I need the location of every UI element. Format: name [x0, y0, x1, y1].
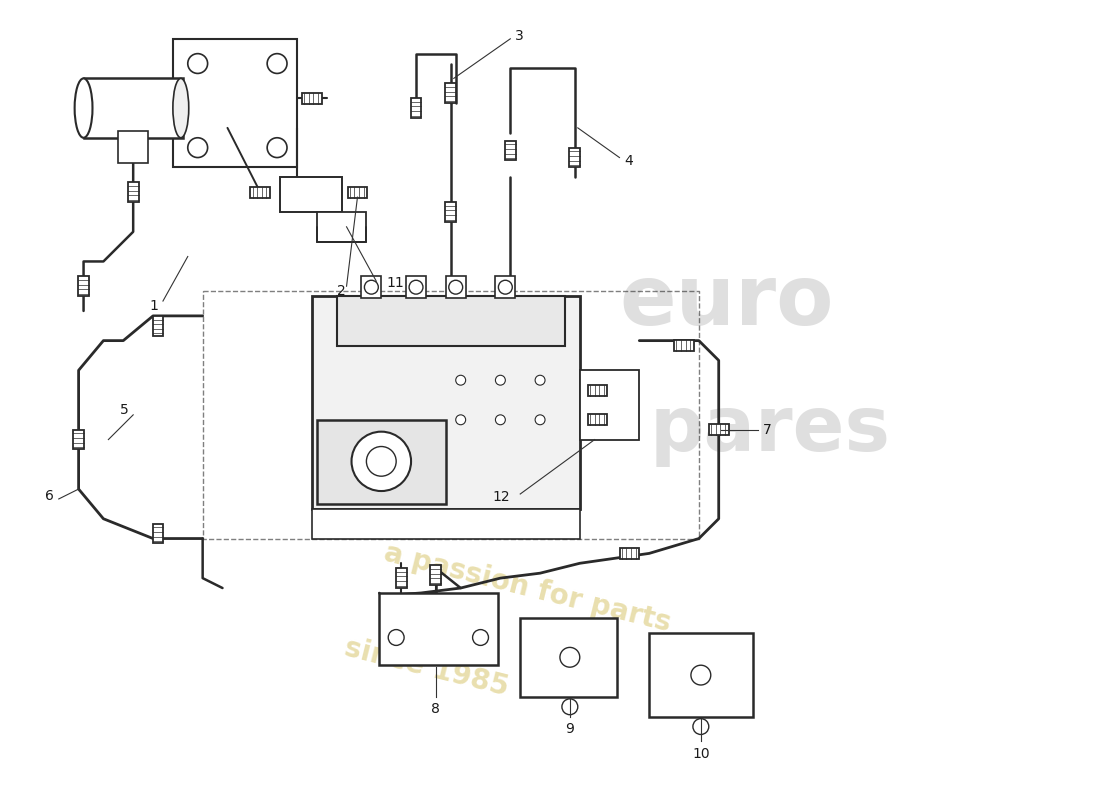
Bar	[406, 276, 426, 298]
Circle shape	[188, 138, 208, 158]
Circle shape	[693, 718, 708, 734]
Bar	[379, 593, 498, 666]
Bar	[396, 568, 407, 588]
Text: pares: pares	[649, 393, 890, 466]
Text: 9: 9	[565, 722, 574, 735]
Bar	[128, 182, 139, 202]
Circle shape	[352, 432, 411, 491]
Bar	[84, 78, 183, 138]
Circle shape	[364, 280, 378, 294]
Bar	[153, 316, 164, 335]
Bar	[362, 276, 382, 298]
Bar	[251, 186, 270, 198]
Bar	[173, 39, 297, 167]
Bar	[580, 370, 639, 439]
Bar	[317, 420, 446, 504]
Circle shape	[366, 446, 396, 476]
Text: 3: 3	[515, 29, 524, 43]
Bar	[119, 131, 148, 162]
Bar	[649, 633, 754, 717]
Circle shape	[409, 280, 424, 294]
Circle shape	[388, 630, 404, 646]
Bar	[446, 83, 456, 103]
Bar	[619, 548, 639, 559]
Bar	[587, 414, 607, 426]
Circle shape	[473, 630, 488, 646]
Circle shape	[535, 375, 544, 385]
Text: 7: 7	[763, 422, 772, 437]
Bar	[348, 186, 367, 198]
Circle shape	[455, 415, 465, 425]
Circle shape	[267, 54, 287, 74]
Bar	[311, 509, 580, 538]
Text: 8: 8	[431, 702, 440, 716]
Bar	[708, 424, 728, 435]
Circle shape	[562, 699, 578, 714]
Circle shape	[188, 54, 208, 74]
Text: 10: 10	[692, 747, 710, 762]
Circle shape	[267, 138, 287, 158]
Bar	[280, 178, 342, 212]
Text: euro: euro	[619, 261, 834, 342]
Circle shape	[495, 375, 505, 385]
Bar	[520, 618, 617, 697]
Bar	[446, 202, 456, 222]
Text: since 1985: since 1985	[342, 634, 512, 701]
Bar	[674, 340, 694, 351]
Ellipse shape	[173, 78, 189, 138]
Bar	[570, 148, 581, 167]
Bar	[446, 276, 465, 298]
Text: 4: 4	[625, 154, 634, 167]
Circle shape	[560, 647, 580, 667]
Circle shape	[449, 280, 463, 294]
Circle shape	[455, 375, 465, 385]
Text: 6: 6	[45, 489, 54, 503]
Bar	[495, 276, 515, 298]
Text: a passion for parts: a passion for parts	[382, 538, 674, 638]
Bar	[430, 566, 441, 585]
Circle shape	[498, 280, 513, 294]
Text: 5: 5	[120, 403, 129, 417]
Circle shape	[691, 666, 711, 685]
Ellipse shape	[75, 78, 92, 138]
Text: 11: 11	[386, 276, 404, 290]
Text: 2: 2	[338, 284, 346, 298]
Text: 1: 1	[150, 299, 158, 313]
Bar	[505, 141, 516, 161]
Bar	[337, 296, 565, 346]
Bar	[410, 98, 421, 118]
Bar	[153, 524, 164, 543]
Circle shape	[535, 415, 544, 425]
Text: 12: 12	[493, 490, 510, 504]
Bar	[78, 277, 89, 296]
Bar	[73, 430, 84, 450]
Bar	[587, 385, 607, 395]
Bar	[302, 93, 321, 104]
Bar	[317, 212, 366, 242]
Bar	[311, 296, 580, 509]
Circle shape	[495, 415, 505, 425]
